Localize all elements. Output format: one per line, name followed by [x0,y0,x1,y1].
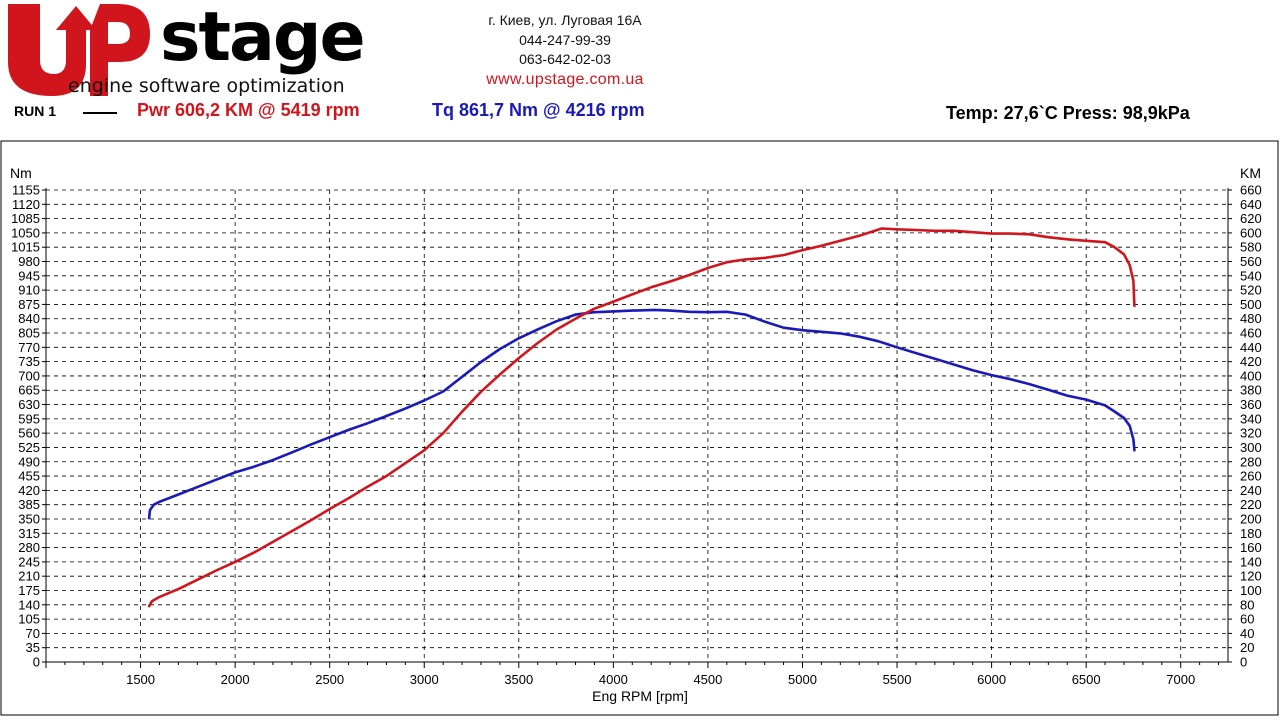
x-tick-label: 7000 [1166,672,1195,687]
run-label: RUN 1 [14,103,57,119]
y-right-tick-label: 620 [1240,211,1262,226]
y-left-tick-label: 105 [18,612,40,627]
y-axis-right-label: KM [1240,165,1261,181]
y-right-tick-label: 600 [1240,225,1262,240]
y-left-tick-label: 560 [18,426,40,441]
y-right-tick-label: 200 [1240,511,1262,526]
y-right-tick-label: 100 [1240,583,1262,598]
y-left-tick-label: 525 [18,440,40,455]
y-right-tick-label: 640 [1240,197,1262,212]
run-line-marker [83,112,117,114]
y-right-tick-label: 140 [1240,554,1262,569]
y-left-tick-label: 770 [18,340,40,355]
x-axis-label: Eng RPM [rpm] [592,688,688,704]
y-right-tick-label: 400 [1240,368,1262,383]
y-left-tick-label: 735 [18,354,40,369]
x-tick-label: 6000 [977,672,1006,687]
y-left-tick-label: 700 [18,368,40,383]
y-right-tick-label: 320 [1240,426,1262,441]
y-left-tick-label: 840 [18,311,40,326]
y-right-tick-label: 340 [1240,411,1262,426]
y-right-tick-label: 220 [1240,497,1262,512]
y-left-tick-label: 630 [18,397,40,412]
x-tick-label: 5000 [788,672,817,687]
x-tick-label: 2500 [315,672,344,687]
conditions-summary: Temp: 27,6`C Press: 98,9kPa [946,103,1190,123]
address: г. Киев, ул. Луговая 16А [488,12,642,28]
x-tick-label: 5500 [883,672,912,687]
y-left-tick-label: 140 [18,597,40,612]
x-tick-label: 3000 [410,672,439,687]
x-tick-label: 1500 [126,672,155,687]
y-left-tick-label: 875 [18,297,40,312]
y-right-tick-label: 540 [1240,268,1262,283]
x-tick-label: 4500 [693,672,722,687]
y-right-tick-label: 280 [1240,454,1262,469]
y-right-tick-label: 60 [1240,612,1254,627]
y-right-tick-label: 480 [1240,311,1262,326]
website-link[interactable]: www.upstage.com.ua [486,71,644,88]
y-axis-left-label: Nm [10,165,32,181]
y-left-tick-label: 1085 [11,211,40,226]
x-tick-label: 3500 [504,672,533,687]
svg-text:engine software optimization: engine software optimization [68,75,345,97]
y-left-tick-label: 35 [26,640,40,655]
svg-text:stage: stage [160,0,364,77]
y-right-tick-label: 360 [1240,397,1262,412]
y-right-tick-label: 0 [1240,655,1247,670]
x-tick-label: 6500 [1072,672,1101,687]
y-right-tick-label: 240 [1240,483,1262,498]
y-left-tick-label: 595 [18,411,40,426]
y-right-tick-label: 580 [1240,240,1262,255]
torque-summary: Tq 861,7 Nm @ 4216 rpm [432,100,645,120]
y-left-tick-label: 245 [18,554,40,569]
dyno-chart: 0357010514017521024528031535038542045549… [0,140,1279,716]
x-tick-label: 2000 [221,672,250,687]
y-right-tick-label: 260 [1240,469,1262,484]
y-left-tick-label: 490 [18,454,40,469]
y-left-tick-label: 175 [18,583,40,598]
y-left-tick-label: 980 [18,254,40,269]
y-left-tick-label: 455 [18,469,40,484]
y-left-tick-label: 1015 [11,240,40,255]
y-left-tick-label: 1050 [11,225,40,240]
y-left-tick-label: 945 [18,268,40,283]
y-right-tick-label: 520 [1240,283,1262,298]
x-tick-label: 4000 [599,672,628,687]
y-right-tick-label: 120 [1240,569,1262,584]
y-left-tick-label: 805 [18,326,40,341]
y-left-tick-label: 350 [18,511,40,526]
y-left-tick-label: 420 [18,483,40,498]
y-right-tick-label: 80 [1240,597,1254,612]
y-left-tick-label: 280 [18,540,40,555]
y-right-tick-label: 460 [1240,326,1262,341]
y-left-tick-label: 70 [26,626,40,641]
phone-2: 063-642-02-03 [519,51,611,67]
y-right-tick-label: 300 [1240,440,1262,455]
y-left-tick-label: 1155 [12,183,40,198]
power-summary: Pwr 606,2 KM @ 5419 rpm [137,100,360,120]
y-right-tick-label: 560 [1240,254,1262,269]
y-right-tick-label: 180 [1240,526,1262,541]
upstage-logo: stage engine software optimization [8,0,366,97]
y-left-tick-label: 0 [33,655,40,670]
y-right-tick-label: 40 [1240,626,1254,641]
y-left-tick-label: 210 [18,569,40,584]
y-left-tick-label: 385 [18,497,40,512]
y-right-tick-label: 160 [1240,540,1262,555]
y-left-tick-label: 315 [18,526,40,541]
chart-frame [0,140,1279,716]
y-right-tick-label: 660 [1240,183,1262,198]
y-right-tick-label: 380 [1240,383,1262,398]
series-line-pwr [147,227,1136,608]
y-left-tick-label: 665 [18,383,40,398]
y-right-tick-label: 420 [1240,354,1262,369]
phone-1: 044-247-99-39 [519,32,611,48]
series-line-tq [147,308,1136,520]
y-right-tick-label: 440 [1240,340,1262,355]
y-right-tick-label: 500 [1240,297,1262,312]
y-left-tick-label: 910 [18,283,40,298]
y-left-tick-label: 1120 [12,197,40,212]
y-right-tick-label: 20 [1240,640,1254,655]
